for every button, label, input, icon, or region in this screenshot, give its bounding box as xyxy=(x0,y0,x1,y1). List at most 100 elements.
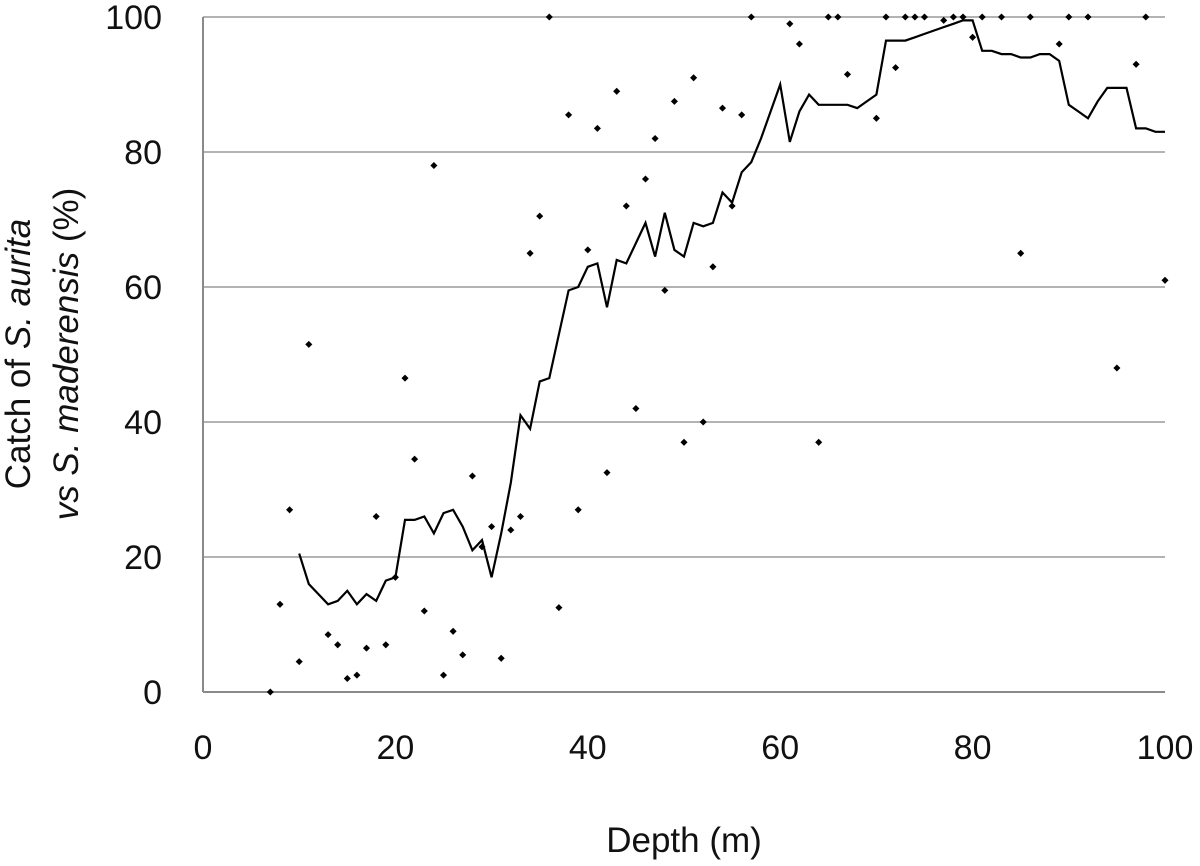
data-point xyxy=(824,13,832,21)
data-point xyxy=(1065,13,1073,21)
data-point xyxy=(969,33,977,41)
y-tick-label-40: 40 xyxy=(124,404,162,442)
data-point xyxy=(459,651,467,659)
data-point xyxy=(1055,40,1063,48)
data-point xyxy=(1017,249,1025,257)
data-point xyxy=(372,512,380,521)
data-point xyxy=(391,573,399,581)
data-point xyxy=(738,111,746,119)
data-point xyxy=(795,40,803,48)
data-point xyxy=(622,202,630,210)
data-point xyxy=(497,654,505,662)
data-point xyxy=(892,64,900,72)
data-point xyxy=(478,543,486,551)
data-point xyxy=(641,175,650,183)
data-point xyxy=(593,124,601,132)
y-tick-label-0: 0 xyxy=(143,674,162,712)
x-tick-label-20: 20 xyxy=(376,729,414,767)
data-point xyxy=(920,13,929,21)
data-point xyxy=(362,644,371,652)
trend-line xyxy=(298,19,1165,607)
data-point xyxy=(786,20,794,28)
y-axis-title-line-2: vs S. maderensis (%) xyxy=(47,188,86,521)
data-point xyxy=(1026,13,1034,21)
y-tick-label-60: 60 xyxy=(124,269,162,307)
data-point xyxy=(632,404,640,413)
data-point xyxy=(949,13,957,21)
data-point xyxy=(911,13,919,21)
data-point xyxy=(382,641,390,649)
data-point xyxy=(815,438,823,446)
data-point xyxy=(670,97,678,105)
data-point xyxy=(420,607,428,615)
data-point xyxy=(901,13,909,21)
x-tick-label-100: 100 xyxy=(1137,729,1194,767)
data-point xyxy=(526,249,534,257)
data-point xyxy=(728,202,736,210)
data-point xyxy=(401,374,409,382)
data-point xyxy=(978,13,986,21)
x-tick-label-0: 0 xyxy=(194,729,213,767)
data-point xyxy=(690,74,698,82)
data-point xyxy=(353,671,361,679)
data-point xyxy=(613,87,621,95)
data-point xyxy=(324,631,332,639)
y-axis-title-line-1: Catch of S. aurita xyxy=(0,219,38,489)
x-tick-labels: 0 20 40 60 80 100 xyxy=(194,729,1194,767)
data-point xyxy=(555,604,563,612)
data-point xyxy=(266,688,274,696)
data-point xyxy=(1113,364,1121,372)
data-point xyxy=(1132,60,1140,68)
data-point xyxy=(565,111,573,119)
data-point xyxy=(699,418,707,426)
data-point xyxy=(411,455,419,463)
data-point xyxy=(1161,276,1169,284)
data-point xyxy=(834,13,842,21)
data-point xyxy=(661,286,669,294)
data-point xyxy=(295,658,303,666)
data-point xyxy=(536,212,544,220)
data-point xyxy=(305,340,313,348)
data-point xyxy=(959,13,967,21)
data-point xyxy=(882,13,890,21)
y-tick-label-100: 100 xyxy=(105,0,162,37)
x-axis-title: Depth (m) xyxy=(606,821,762,860)
trend-line-series xyxy=(298,19,1165,607)
data-point xyxy=(545,13,553,21)
x-tick-label-80: 80 xyxy=(954,729,992,767)
data-point xyxy=(747,13,755,21)
data-point xyxy=(334,641,342,649)
data-point xyxy=(843,70,852,78)
data-point xyxy=(286,506,294,514)
y-tick-label-20: 20 xyxy=(124,539,162,577)
data-point xyxy=(1084,13,1092,21)
y-tick-label-80: 80 xyxy=(124,134,162,172)
data-point xyxy=(439,671,448,679)
data-point xyxy=(1142,13,1150,21)
x-tick-label-60: 60 xyxy=(761,729,799,767)
axes xyxy=(202,17,1165,693)
data-point xyxy=(574,506,582,514)
data-point xyxy=(468,472,476,480)
y-tick-labels: 0 20 40 60 80 100 xyxy=(105,0,162,712)
y-axis-title: Catch of S. auritavs S. maderensis (%) xyxy=(0,188,86,521)
x-tick-label-40: 40 xyxy=(569,729,607,767)
data-point xyxy=(603,469,611,477)
data-point xyxy=(516,512,525,521)
data-point xyxy=(276,600,284,608)
data-point xyxy=(507,526,515,534)
data-point xyxy=(584,246,592,254)
data-point xyxy=(449,627,457,635)
data-point xyxy=(651,134,659,143)
grid-lines xyxy=(203,16,1165,558)
scatter-points-series xyxy=(266,13,1169,696)
data-point xyxy=(940,16,948,24)
data-point xyxy=(488,523,496,531)
data-point xyxy=(680,438,688,446)
data-point xyxy=(718,104,727,112)
data-point xyxy=(872,114,880,122)
data-point xyxy=(343,674,351,683)
data-point xyxy=(430,161,438,170)
data-point xyxy=(709,263,717,271)
